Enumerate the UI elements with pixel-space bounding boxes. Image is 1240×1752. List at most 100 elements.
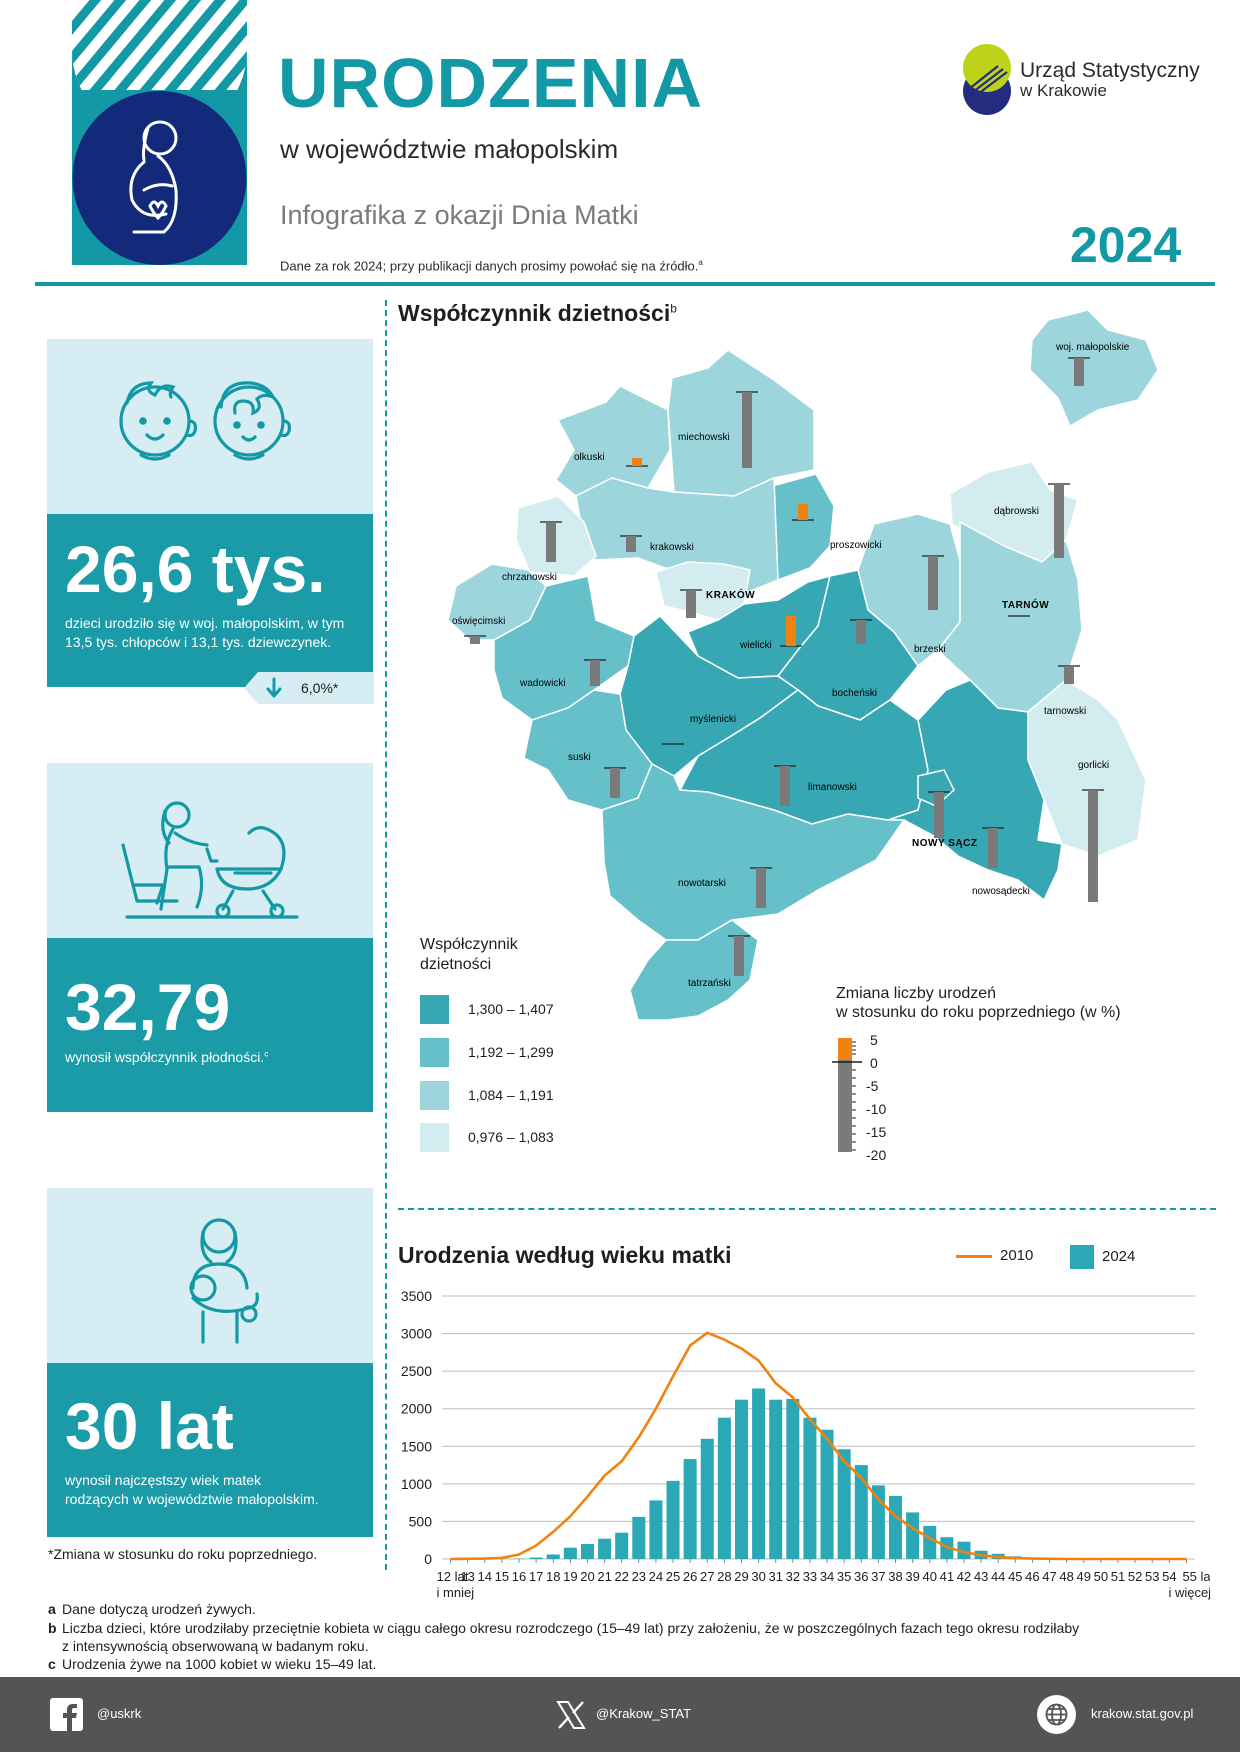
- change-bar-nowy-sacz: [928, 791, 950, 838]
- x-tick-label: 13: [460, 1569, 474, 1584]
- scale-label: -10: [866, 1101, 887, 1117]
- page-subtitle: w województwie małopolskim: [280, 134, 619, 164]
- x-tick-label: 20: [580, 1569, 594, 1584]
- legend-bar-swatch: [1070, 1245, 1094, 1269]
- x-tick-label: 34: [820, 1569, 834, 1584]
- horizontal-divider: [398, 1208, 1216, 1210]
- x-tick-label: 22: [614, 1569, 628, 1584]
- bar-2024: [615, 1532, 629, 1559]
- website-link[interactable]: krakow.stat.gov.pl: [1091, 1706, 1194, 1721]
- mother-age-desc: wynosił najczęstszy wiek matek rodzących…: [65, 1471, 319, 1509]
- births-total-desc: dzieci urodziło się w woj. małopolskim, …: [65, 614, 344, 652]
- fertility-map: woj. małopolskie olkuski miechowski pros…: [447, 309, 1159, 1021]
- map-label-krakow: KRAKÓW: [706, 588, 755, 601]
- change-bar-dabrowski: [1048, 483, 1070, 558]
- x-tick-label: 46: [1025, 1569, 1039, 1584]
- births-stat-card: 26,6 tys. dzieci urodziło się w woj. mał…: [47, 514, 373, 687]
- change-bar-tatrzanski: [728, 935, 750, 976]
- x-tick-label: 43: [974, 1569, 988, 1584]
- change-bar-wadowicki: [584, 659, 606, 686]
- x-tick-label: 37: [871, 1569, 885, 1584]
- map-label-wielicki: wielicki: [739, 640, 772, 651]
- x-tick-label: 40: [923, 1569, 937, 1584]
- change-scale: [832, 1038, 862, 1152]
- x-tick-label: 36: [854, 1569, 868, 1584]
- x-icon[interactable]: [556, 1700, 586, 1735]
- change-bar-limanowski: [774, 765, 796, 806]
- report-year: 2024: [1070, 217, 1182, 273]
- map-region-tatrzanski: [629, 919, 759, 1021]
- map-label-miechowski: miechowski: [678, 432, 730, 443]
- y-tick-label: 1000: [401, 1476, 432, 1492]
- bar-2024: [563, 1547, 577, 1559]
- change-bar-krakowski: [620, 535, 642, 552]
- x-tick-label: 35: [837, 1569, 851, 1584]
- babies-icon: [119, 381, 291, 461]
- map-title-sup: b: [670, 301, 677, 316]
- map-legend-title-line1: Współczynnik: [420, 936, 518, 953]
- bar-2024: [683, 1459, 697, 1559]
- x-tick-label: 23: [632, 1569, 646, 1584]
- header-divider: [35, 282, 1215, 286]
- scale-label: 5: [870, 1032, 878, 1048]
- x-tick-label: i mniej: [437, 1585, 475, 1600]
- legend-label: 1,192 – 1,299: [468, 1044, 554, 1060]
- map-label-nowosadecki: nowosądecki: [972, 886, 1030, 897]
- bar-2024: [717, 1417, 731, 1559]
- x-tick-label: 33: [803, 1569, 817, 1584]
- x-handle[interactable]: @Krakow_STAT: [596, 1706, 692, 1721]
- change-bar-nowotarski: [750, 867, 772, 908]
- y-tick-label: 3000: [401, 1326, 432, 1342]
- change-bar-oswiecimski: [464, 635, 486, 644]
- bar-2024: [700, 1438, 714, 1559]
- footnote-text: Urodzenia żywe na 1000 kobiet w wieku 15…: [62, 1656, 377, 1672]
- map-label-nowotarski: nowotarski: [678, 878, 726, 889]
- map-region-nowy-sacz: [917, 769, 955, 807]
- org-name-line1: Urząd Statystyczny: [1020, 59, 1200, 82]
- legend-swatch: [420, 1081, 449, 1110]
- change-footnote: *Zmiana w stosunku do roku poprzedniego.: [48, 1546, 318, 1562]
- web-icon[interactable]: [1037, 1695, 1076, 1734]
- bar-2024: [580, 1543, 594, 1559]
- footnote-c: c Urodzenia żywe na 1000 kobiet w wieku 1…: [48, 1655, 376, 1673]
- x-tick-label: 21: [597, 1569, 611, 1584]
- x-tick-label: 38: [888, 1569, 902, 1584]
- change-bar-inset: [1068, 357, 1090, 386]
- births-desc-line2: 13,5 tys. chłopców i 13,1 tys. dziewczyn…: [65, 633, 332, 650]
- bar-2024: [820, 1429, 834, 1559]
- change-bar-nowosadecki: [982, 827, 1004, 868]
- org-name: Urząd Statystyczny w Krakowie: [1020, 59, 1200, 101]
- mother-age-value: 30 lat: [65, 1389, 234, 1463]
- org-name-line2: w Krakowie: [1020, 81, 1107, 101]
- map-title: Współczynnik dzietnościb: [398, 300, 677, 327]
- scale-label: -15: [866, 1124, 887, 1140]
- y-tick-label: 2500: [401, 1363, 432, 1379]
- x-tick-label: 31: [768, 1569, 782, 1584]
- map-label-suski: suski: [568, 752, 591, 763]
- change-bar-proszowicki: [792, 504, 814, 521]
- footer-bar: @uskrk @Krakow_STAT krakow.stat.gov.pl: [0, 1677, 1240, 1752]
- map-region-inset: [1029, 309, 1159, 428]
- fertility-stat-card: 32,79 wynosił współczynnik płodności.c: [47, 938, 373, 1112]
- x-tick-label: 44: [991, 1569, 1005, 1584]
- page-title: URODZENIA: [278, 44, 704, 122]
- change-bar-chrzanowski: [540, 521, 562, 562]
- bar-2024: [752, 1388, 766, 1559]
- facebook-icon[interactable]: [50, 1698, 83, 1731]
- x-tick-label: 49: [1077, 1569, 1091, 1584]
- change-scale-title-line1: Zmiana liczby urodzeń: [836, 985, 997, 1002]
- map-region-miechowski: [667, 349, 815, 497]
- bar-2024: [769, 1399, 783, 1559]
- infographic-caption: Infografika z okazji Dnia Matki: [280, 200, 639, 230]
- x-tick-label: 51: [1111, 1569, 1125, 1584]
- map-legend-title-line2: dzietności: [420, 956, 492, 973]
- nursing-mother-icon: [189, 1218, 259, 1344]
- bar-2024: [786, 1398, 800, 1559]
- births-change-value: 6,0%*: [301, 680, 339, 696]
- line-2010: [450, 1331, 1187, 1561]
- x-tick-label: 50: [1094, 1569, 1108, 1584]
- x-tick-label: 14: [478, 1569, 492, 1584]
- births-total-value: 26,6 tys.: [65, 532, 326, 606]
- facebook-handle[interactable]: @uskrk: [97, 1706, 142, 1721]
